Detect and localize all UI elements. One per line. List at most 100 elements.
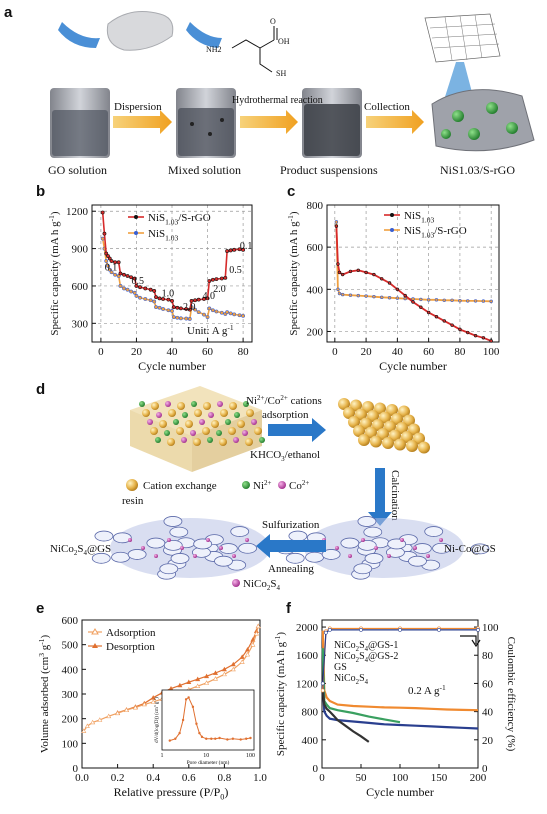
arrow-calcination	[368, 468, 392, 526]
y-tick-label: 2000	[296, 622, 319, 634]
series-point-nis	[107, 267, 112, 272]
inset-frame	[161, 689, 255, 751]
foam-nanoparticle	[180, 546, 184, 550]
foam-nanoparticle	[387, 554, 391, 558]
series-point-nis	[122, 286, 126, 291]
foam-pore	[357, 539, 377, 551]
resin-particle	[185, 420, 193, 428]
resin-bead	[350, 399, 362, 412]
series-point-adsorption	[150, 699, 156, 704]
resin-particle	[167, 438, 175, 446]
series-point-nis-srgo	[196, 297, 201, 302]
series-point-nis	[450, 323, 454, 327]
legend-co-label: Co2+	[289, 479, 309, 492]
series-point-nis	[154, 305, 158, 310]
series-point-nis-srgo	[157, 296, 162, 301]
legend-nicos-label: NiCo2S4	[243, 578, 280, 592]
legend-marker-nis-srgo	[390, 228, 394, 232]
foam-pore	[169, 526, 189, 538]
x-tick-label: 100	[392, 772, 409, 784]
series-point-nis-srgo	[207, 279, 212, 283]
arrow-label-dispersion: Dispersion	[114, 101, 162, 113]
x-tick-label: 0.2	[111, 772, 125, 784]
series-point-nis-srgo	[372, 294, 376, 299]
x-tick-label: 0.0	[75, 772, 89, 784]
foam-pore	[163, 516, 183, 527]
arrow-label-collection: Collection	[364, 101, 410, 113]
y-tick-label: 100	[62, 738, 79, 750]
label-calcination: Calcination	[389, 470, 401, 521]
series-point-adsorption	[212, 676, 219, 681]
ce-point	[476, 627, 480, 632]
series-point-nis-srgo	[202, 297, 206, 301]
foam-nanoparticle	[141, 546, 145, 550]
resin-particle	[233, 437, 239, 443]
series-point-nis	[340, 272, 345, 277]
series-point-nis-srgo	[138, 285, 142, 290]
series-point-nis-srgo	[205, 296, 210, 301]
series-point-adsorption	[230, 666, 236, 672]
inset-point	[195, 722, 198, 725]
series-point-nis-srgo	[380, 295, 384, 300]
resin-particle	[191, 401, 197, 407]
foam-nanoparticle	[400, 538, 404, 542]
foam-pore	[285, 552, 305, 564]
resin-particle	[207, 437, 213, 443]
resin-particle	[156, 412, 162, 418]
rate-label: 4.0	[203, 291, 216, 302]
series-point-nis	[207, 306, 212, 311]
series-point-desorption	[195, 676, 201, 682]
series-point-nis-srgo	[100, 210, 105, 215]
series-point-nis-srgo	[466, 299, 470, 303]
y-tick-label: 600	[72, 281, 89, 293]
inset-point	[231, 737, 235, 740]
legend-marker-desorption	[92, 643, 98, 648]
x-tick-label: 0.6	[182, 772, 196, 784]
legend-resin-label: Cation exchange	[143, 480, 217, 492]
series-point-nis	[196, 310, 201, 315]
panel-a: a NH2 OH O SH	[4, 4, 535, 177]
inset-point	[249, 736, 252, 740]
series-point-nis	[134, 294, 139, 298]
series-point-nis	[356, 268, 360, 273]
resin-bead	[374, 402, 386, 415]
series-point-nis-srgo	[356, 293, 360, 298]
beaker-mixed	[176, 88, 236, 158]
panel-label-c: c	[287, 183, 295, 200]
resin-particle	[142, 409, 150, 417]
resin-bead	[353, 425, 365, 437]
foam-pore	[364, 553, 384, 564]
series-point-nis	[210, 308, 215, 313]
foam-nanoparticle	[361, 538, 365, 542]
series-point-desorption	[239, 654, 245, 659]
y-tick-label: 400	[62, 664, 79, 676]
series-point-nis-srgo	[187, 307, 192, 312]
series-point-nis-srgo	[336, 287, 340, 292]
series-point-nis	[214, 309, 219, 314]
series-point-adsorption	[221, 671, 227, 677]
series-point-nis	[129, 289, 134, 294]
resin-particle	[243, 401, 249, 407]
foam-pore	[112, 532, 132, 544]
rate-label: 2.0	[213, 284, 226, 295]
series-point-nis	[166, 308, 171, 313]
series-point-adsorption	[250, 642, 256, 647]
series-point-nis-srgo	[154, 295, 158, 300]
series-point-adsorption	[132, 704, 138, 710]
y-tick-label: 0	[73, 763, 79, 775]
legend-co-icon	[278, 481, 286, 489]
series-point-nis	[372, 272, 376, 277]
series-point-nis	[337, 270, 342, 275]
y-tick-label: 800	[302, 707, 319, 719]
rate-label: 0.1	[240, 241, 253, 252]
molecule-o: O	[270, 17, 276, 26]
series-point-adsorption	[141, 701, 147, 707]
foam-nanoparticle	[219, 546, 223, 550]
legend-label-3: NiCo2S4	[334, 673, 369, 686]
molecule-oh: OH	[278, 37, 290, 46]
series-line-nico2s4-gs-1	[321, 630, 479, 712]
resin-bead	[401, 431, 413, 443]
series-point-nis	[116, 274, 121, 278]
panel-label-e: e	[36, 600, 44, 617]
